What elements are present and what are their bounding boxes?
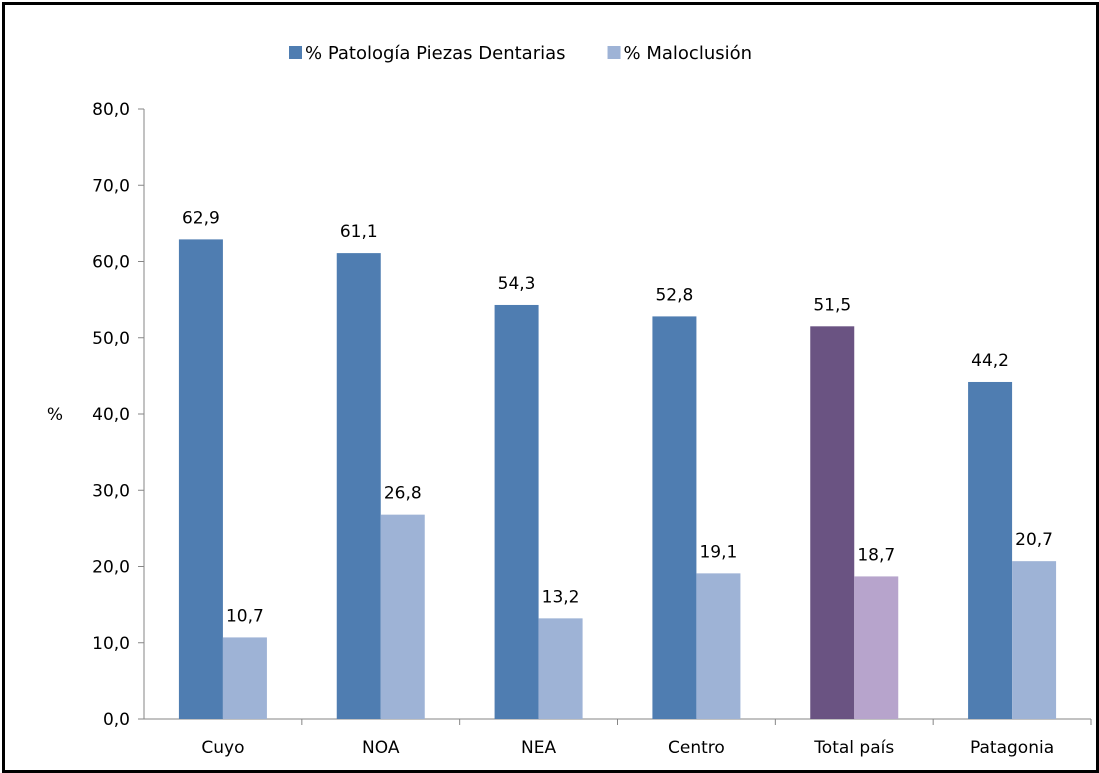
y-tick-label: 10,0 xyxy=(92,634,130,654)
y-tick-label: 80,0 xyxy=(92,100,130,120)
bars xyxy=(178,239,1057,720)
bar-maloclusion-centro xyxy=(696,573,741,719)
data-label-maloclusion-nea: 13,2 xyxy=(542,587,580,607)
data-label-maloclusion-total-pais: 18,7 xyxy=(857,545,895,565)
legend-label-patologia-piezas-dentarias: % Patología Piezas Dentarias xyxy=(305,43,566,64)
x-tick-label-total-pais: Total país xyxy=(813,738,894,758)
x-tick-label-patagonia: Patagonia xyxy=(970,738,1054,758)
y-tick-label: 20,0 xyxy=(92,558,130,578)
data-label-patologia-piezas-dentarias-centro: 52,8 xyxy=(655,285,693,305)
x-tick-label-nea: NEA xyxy=(521,738,556,758)
bar-patologia-piezas-dentarias-nea xyxy=(494,304,539,719)
bar-patologia-piezas-dentarias-total-pais xyxy=(810,326,855,719)
data-labels: 62,9 10,7 61,1 26,8 54,3 13,2 52,8 19,1 51,5 18,7… xyxy=(182,208,1053,626)
y-tick-label: 30,0 xyxy=(92,481,130,501)
bar-chart: % Patología Piezas Dentarias % Maloclusió… xyxy=(47,43,1092,758)
data-label-patologia-piezas-dentarias-noa: 61,1 xyxy=(340,222,378,242)
x-tick-label-noa: NOA xyxy=(362,738,400,758)
data-label-patologia-piezas-dentarias-patagonia: 44,2 xyxy=(971,351,1009,371)
y-axis-title: % xyxy=(47,405,63,425)
bar-maloclusion-nea xyxy=(538,618,583,719)
bar-maloclusion-patagonia xyxy=(1012,561,1057,719)
bar-patologia-piezas-dentarias-noa xyxy=(336,253,381,720)
legend: % Patología Piezas Dentarias % Maloclusió… xyxy=(289,43,752,64)
bar-patologia-piezas-dentarias-centro xyxy=(652,316,697,719)
bar-patologia-piezas-dentarias-cuyo xyxy=(178,239,223,719)
x-tick-label-centro: Centro xyxy=(668,738,725,758)
y-tick-label: 70,0 xyxy=(92,176,130,196)
y-tick-label: 60,0 xyxy=(92,253,130,273)
data-label-maloclusion-cuyo: 10,7 xyxy=(226,606,264,626)
legend-label-maloclusion: % Maloclusión xyxy=(624,43,753,64)
x-axis: Cuyo NOA NEA Centro Total país Patagonia xyxy=(144,718,1092,758)
x-tick-label-cuyo: Cuyo xyxy=(201,738,244,758)
data-label-maloclusion-centro: 19,1 xyxy=(699,542,737,562)
bar-maloclusion-total-pais xyxy=(854,576,899,719)
data-label-patologia-piezas-dentarias-cuyo: 62,9 xyxy=(182,208,220,228)
data-label-patologia-piezas-dentarias-total-pais: 51,5 xyxy=(813,295,851,315)
bar-patologia-piezas-dentarias-patagonia xyxy=(968,381,1013,719)
y-tick-label: 40,0 xyxy=(92,405,130,425)
y-tick-label: 0,0 xyxy=(103,710,130,730)
legend-swatch-patologia-piezas-dentarias xyxy=(289,46,302,59)
data-label-maloclusion-noa: 26,8 xyxy=(384,484,422,504)
legend-swatch-maloclusion xyxy=(607,46,621,59)
y-tick-label: 50,0 xyxy=(92,329,130,349)
data-label-patologia-piezas-dentarias-nea: 54,3 xyxy=(498,274,536,294)
bar-maloclusion-noa xyxy=(380,514,425,719)
bar-maloclusion-cuyo xyxy=(222,637,267,719)
data-label-maloclusion-patagonia: 20,7 xyxy=(1015,530,1053,550)
y-axis: 0,0 10,0 20,0 30,0 40,0 50,0 60,0 70,0 80,0% xyxy=(47,100,145,730)
